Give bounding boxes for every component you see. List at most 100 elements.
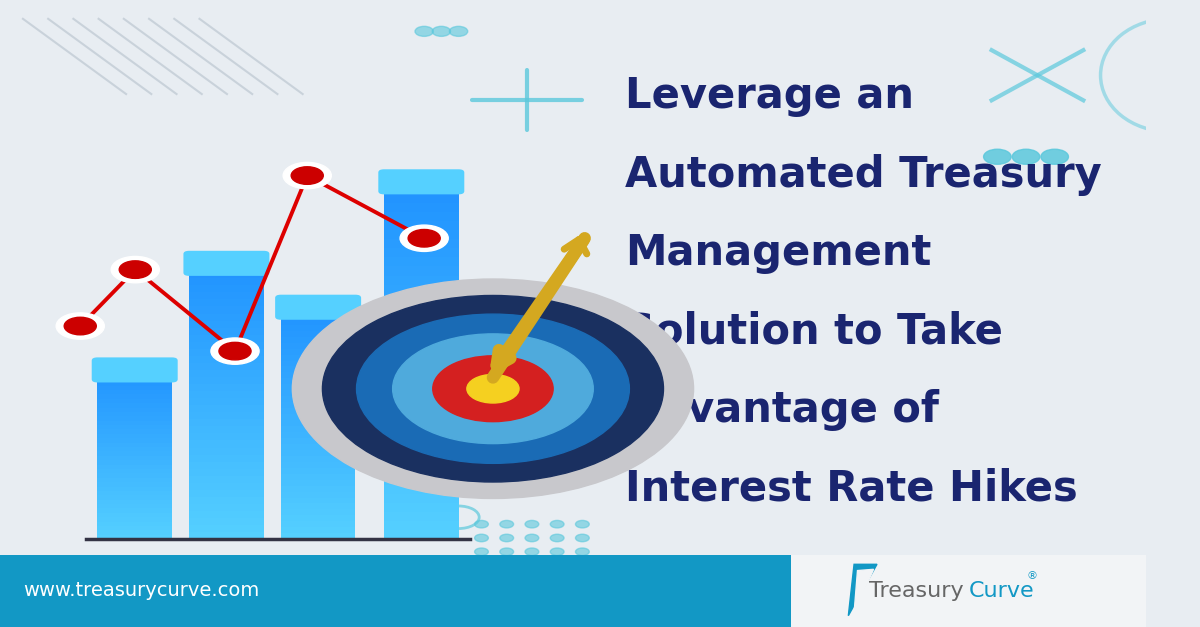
Circle shape (449, 26, 468, 36)
Bar (97, 381, 172, 386)
Bar (384, 275, 458, 285)
Bar (281, 324, 355, 331)
Bar (384, 184, 458, 194)
Bar (190, 327, 264, 335)
Circle shape (467, 374, 520, 403)
Bar (97, 433, 172, 438)
Bar (384, 403, 458, 412)
Bar (384, 375, 458, 384)
Bar (97, 499, 172, 504)
Circle shape (1040, 149, 1068, 164)
Bar (97, 503, 172, 508)
Bar (190, 256, 264, 264)
Bar (97, 512, 172, 517)
Circle shape (64, 317, 96, 335)
Text: Leverage an: Leverage an (625, 75, 913, 117)
FancyBboxPatch shape (275, 295, 361, 320)
Bar (281, 473, 355, 480)
Bar (281, 384, 355, 390)
Bar (97, 495, 172, 500)
Bar (384, 393, 458, 403)
Circle shape (551, 548, 564, 556)
Bar (190, 503, 264, 511)
Text: Management: Management (625, 232, 931, 274)
Bar (384, 493, 458, 503)
Bar (384, 211, 458, 221)
Bar (384, 347, 458, 357)
Circle shape (1013, 149, 1039, 164)
Bar (384, 202, 458, 212)
Bar (190, 517, 264, 525)
Bar (384, 357, 458, 366)
Bar (190, 398, 264, 405)
Bar (281, 336, 355, 342)
Circle shape (500, 520, 514, 528)
Circle shape (432, 26, 450, 36)
Text: Solution to Take: Solution to Take (625, 310, 1003, 352)
Bar (281, 491, 355, 498)
Bar (97, 389, 172, 394)
Bar (190, 461, 264, 469)
Bar (384, 475, 458, 485)
Bar (97, 477, 172, 482)
Bar (281, 425, 355, 432)
Circle shape (526, 548, 539, 556)
Circle shape (211, 338, 259, 364)
Bar (384, 320, 458, 330)
Bar (384, 257, 458, 266)
Bar (384, 484, 458, 494)
Bar (281, 366, 355, 372)
Bar (97, 455, 172, 460)
Circle shape (551, 534, 564, 542)
Circle shape (475, 534, 488, 542)
Bar (281, 402, 355, 408)
Bar (281, 509, 355, 515)
Bar (97, 367, 172, 372)
Bar (190, 426, 264, 433)
Bar (190, 292, 264, 300)
Bar (97, 424, 172, 429)
Bar (190, 411, 264, 419)
Text: Curve: Curve (968, 581, 1034, 601)
Bar (281, 479, 355, 485)
Bar (97, 473, 172, 478)
Text: Automated Treasury: Automated Treasury (625, 154, 1102, 196)
Bar (97, 407, 172, 412)
Bar (97, 394, 172, 399)
Bar (97, 363, 172, 368)
Bar (384, 466, 458, 475)
Bar (281, 372, 355, 378)
Bar (97, 525, 172, 530)
Bar (97, 460, 172, 465)
Bar (281, 342, 355, 349)
Bar (281, 449, 355, 456)
Bar (190, 482, 264, 490)
Circle shape (576, 548, 589, 556)
Circle shape (526, 520, 539, 528)
Bar (190, 278, 264, 285)
Circle shape (576, 534, 589, 542)
Bar (190, 440, 264, 448)
Bar (97, 438, 172, 443)
Bar (281, 354, 355, 361)
Polygon shape (848, 564, 877, 616)
Bar (190, 447, 264, 455)
Text: ®: ® (1026, 572, 1037, 581)
Bar (190, 510, 264, 518)
Bar (97, 416, 172, 421)
Bar (190, 341, 264, 349)
Bar (281, 414, 355, 420)
Bar (190, 320, 264, 327)
Bar (190, 306, 264, 314)
Circle shape (119, 261, 151, 278)
Bar (384, 439, 458, 448)
Bar (190, 263, 264, 271)
Bar (97, 411, 172, 416)
Bar (281, 377, 355, 384)
Circle shape (500, 548, 514, 556)
Bar (281, 497, 355, 503)
Bar (281, 461, 355, 468)
Bar (281, 520, 355, 527)
Bar (384, 293, 458, 303)
Bar (281, 443, 355, 450)
